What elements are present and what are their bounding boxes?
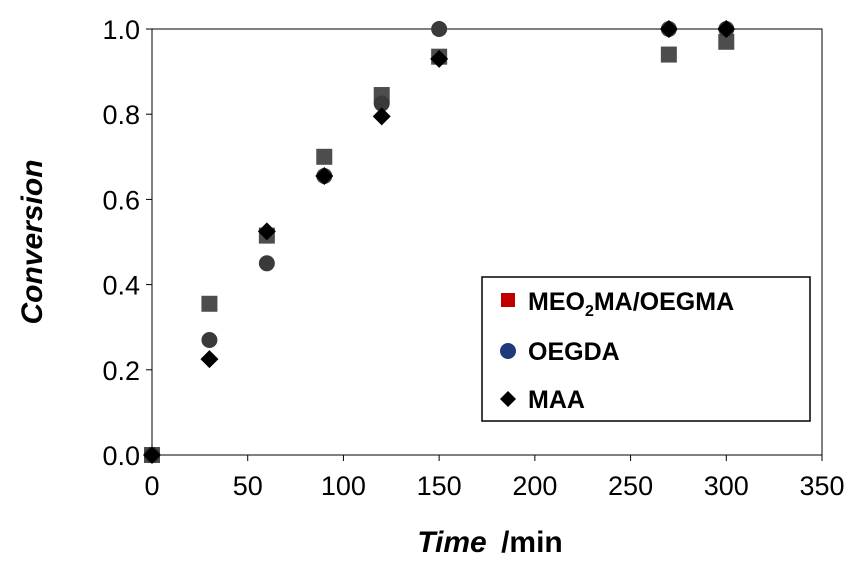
x-tick-label: 0 bbox=[144, 471, 159, 501]
data-point-circle bbox=[258, 255, 275, 272]
data-point-square bbox=[316, 148, 333, 165]
data-point-circle bbox=[201, 331, 218, 348]
y-tick-label: 0.0 bbox=[102, 441, 140, 471]
x-tick-label: 100 bbox=[321, 471, 366, 501]
data-point-diamond bbox=[143, 446, 161, 464]
legend-square-icon bbox=[501, 293, 515, 307]
legend-label-maa: MAA bbox=[528, 386, 585, 414]
data-point-diamond bbox=[717, 20, 736, 38]
x-tick-label: 250 bbox=[608, 471, 653, 501]
data-point-diamond bbox=[200, 350, 219, 369]
data-point-square bbox=[660, 46, 677, 63]
x-axis-title-unit: /min bbox=[501, 526, 563, 559]
y-tick-label: 0.2 bbox=[102, 356, 140, 386]
legend-label-oegda: OEGDA bbox=[528, 338, 620, 366]
x-tick-label: 300 bbox=[704, 471, 749, 501]
legend-label-meo2ma-oegma: MEO2MA/OEGMA bbox=[528, 288, 734, 320]
data-point-circle bbox=[431, 21, 448, 37]
data-markers bbox=[143, 20, 736, 464]
data-point-diamond bbox=[430, 49, 449, 68]
data-point-diamond bbox=[372, 107, 391, 126]
x-tick-label: 200 bbox=[512, 471, 557, 501]
data-point-diamond bbox=[659, 20, 678, 38]
axes: 0 50 100 150 200 250 300 350 0.0 0.2 0.4 0.6 0.8 1.0 bbox=[102, 15, 844, 501]
legend-label-subscript: 2 bbox=[585, 303, 594, 320]
y-tick-label: 1.0 bbox=[102, 15, 140, 45]
x-tick-label: 50 bbox=[233, 471, 263, 501]
x-axis-title: Time /min bbox=[417, 526, 563, 559]
legend-diamond-icon bbox=[500, 391, 516, 407]
legend-box bbox=[481, 276, 811, 422]
data-point-diamond bbox=[257, 222, 276, 241]
legend-label-ma-oegma: MA/OEGMA bbox=[594, 288, 734, 316]
data-point-diamond bbox=[315, 166, 334, 185]
x-tick-label: 150 bbox=[417, 471, 462, 501]
y-tick-label: 0.4 bbox=[102, 271, 140, 301]
data-point-square bbox=[718, 33, 735, 50]
legend-circle-icon bbox=[500, 343, 516, 359]
y-tick-label: 0.8 bbox=[102, 100, 140, 130]
y-tick-label: 0.6 bbox=[102, 185, 140, 215]
data-point-square bbox=[201, 295, 218, 312]
x-axis-title-italic: Time bbox=[417, 526, 486, 559]
legend: MEO2MA/OEGMA OEGDA MAA bbox=[481, 276, 811, 422]
data-point-circle bbox=[373, 95, 390, 112]
legend-label-meo: MEO bbox=[528, 288, 585, 316]
y-axis-title: Conversion bbox=[16, 159, 49, 324]
x-tick-label: 350 bbox=[799, 471, 844, 501]
